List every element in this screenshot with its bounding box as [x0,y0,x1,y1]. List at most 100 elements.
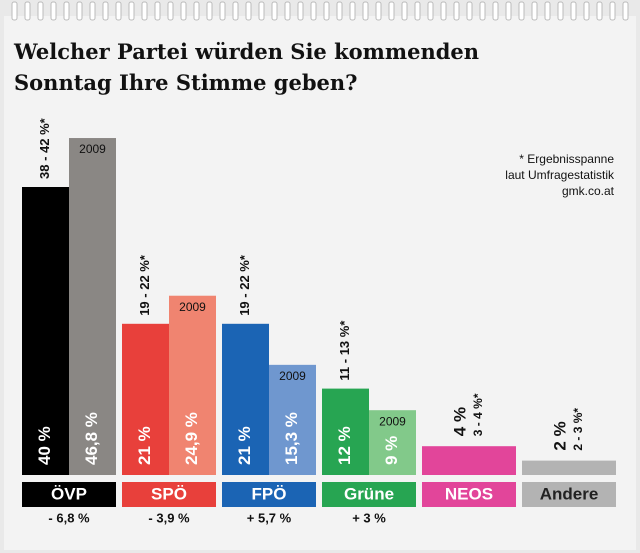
range-label: 19 - 22 %* [137,254,152,316]
spiral-ring [271,1,278,21]
value-label: 9 % [382,436,401,465]
change-label: + 5,7 % [247,510,292,525]
change-label: - 6,8 % [48,510,90,525]
category-box [22,482,116,507]
change-label: - 3,9 % [148,510,190,525]
value-label: 12 % [335,426,354,465]
bar [522,460,616,475]
spiral-ring [323,1,330,21]
spiral-ring [141,1,148,21]
value-label: 24,9 % [182,412,201,465]
series-label: 2009 [379,414,406,428]
spiral-ring [193,1,200,21]
bar [422,446,516,475]
spiral-ring [284,1,291,21]
spiral-ring [544,1,551,21]
category-label: Grüne [344,484,394,503]
spiral-ring [375,1,382,21]
category-box [422,482,516,507]
spiral-ring [76,1,83,21]
series-label: 2009 [279,369,306,383]
spiral-ring [63,1,70,21]
range-label: 19 - 22 %* [237,254,252,316]
spiral-ring [37,1,44,21]
spiral-ring [401,1,408,21]
series-label: 2009 [179,300,206,314]
note: gmk.co.at [562,184,615,198]
value-label: 15,3 % [282,412,301,465]
value-label: 4 % [450,407,469,436]
category-label: Andere [540,484,599,503]
value-label: 46,8 % [82,412,101,465]
spiral-ring [349,1,356,21]
spiral-ring [518,1,525,21]
spiral-ring [154,1,161,21]
bar-2009 [69,138,116,476]
spiral-ring [492,1,499,21]
value-label: 40 % [35,426,54,465]
spiral-ring [50,1,57,21]
note: laut Umfragestatistik [505,168,615,182]
spiral-ring [258,1,265,21]
chart-title: Welcher Partei würden Sie kommenden Sonn… [14,39,480,95]
spiral-ring [609,1,616,21]
bar [22,187,69,475]
spiral-ring [167,1,174,21]
bar-2009 [369,410,416,475]
spiral-ring [245,1,252,21]
category-box [522,482,616,507]
spiral-ring [310,1,317,21]
range-label: 3 - 4 %* [471,393,485,436]
spiral-ring [505,1,512,21]
spiral-ring [453,1,460,21]
category-label: NEOS [445,484,493,503]
spiral-ring [180,1,187,21]
value-label: 21 % [135,426,154,465]
spiral-ring [11,1,18,21]
spiral-ring [570,1,577,21]
range-label: 38 - 42 %* [37,117,52,179]
bar-2009 [269,364,316,475]
spiral-ring [102,1,109,21]
spiral-ring [206,1,213,21]
spiral-ring [24,1,31,21]
note: * Ergebnisspanne [519,152,614,166]
spiral-ring [427,1,434,21]
change-label: + 3 % [352,510,386,525]
spiral-ring [531,1,538,21]
series-label: 2009 [79,142,106,156]
spiral-ring [583,1,590,21]
category-box [222,482,316,507]
spiral-ring [297,1,304,21]
category-label: FPÖ [252,484,287,503]
range-label: 11 - 13 %* [337,320,352,381]
spiral-ring [89,1,96,21]
spiral-ring [466,1,473,21]
spiral-ring [557,1,564,21]
spiral-ring [128,1,135,21]
spiral-ring [115,1,122,21]
bar [122,323,169,475]
spiral-ring [362,1,369,21]
spiral-ring [622,1,629,21]
category-label: ÖVP [51,484,87,503]
spiral-ring [440,1,447,21]
spiral-ring [388,1,395,21]
spiral-binding [11,1,629,21]
category-box [122,482,216,507]
spiral-ring [219,1,226,21]
spiral-ring [596,1,603,21]
bar [222,323,269,475]
category-box [322,482,416,507]
category-label: SPÖ [151,484,187,503]
value-label: 21 % [235,426,254,465]
bar [322,388,369,475]
range-label: 2 - 3 %* [571,408,585,451]
spiral-ring [414,1,421,21]
spiral-ring [336,1,343,21]
value-label: 2 % [550,421,569,450]
bar-2009 [169,295,216,475]
spiral-ring [479,1,486,21]
